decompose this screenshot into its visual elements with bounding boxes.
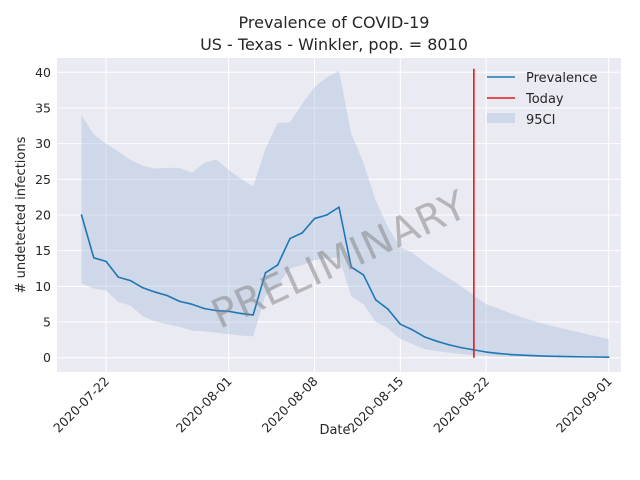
prevalence-point (460, 346, 463, 349)
y-axis-ticks: 0 5 10 15 20 25 30 35 40 (35, 65, 51, 365)
prevalence-point (509, 353, 512, 356)
y-tick-label: 30 (35, 136, 51, 151)
prevalence-point (411, 329, 414, 331)
prevalence-point (399, 323, 402, 325)
prevalence-point (227, 310, 230, 313)
y-tick-label: 40 (35, 65, 51, 80)
y-tick-label: 25 (35, 172, 51, 187)
prevalence-point (105, 260, 107, 263)
prevalence-point (338, 206, 340, 208)
prevalence-point (276, 264, 279, 266)
x-axis-label: Date (319, 423, 350, 438)
legend: Prevalence Today 95CI (487, 71, 597, 128)
prevalence-point (166, 294, 169, 297)
prevalence-point (387, 308, 389, 311)
prevalence-point (350, 266, 353, 268)
prevalence-point (325, 214, 328, 216)
chart-title: Prevalence of COVID-19 (239, 13, 430, 32)
prevalence-point (595, 356, 598, 358)
legend-ci-label: 95CI (526, 113, 555, 128)
prevalence-point (558, 355, 561, 358)
prevalence-point (264, 272, 267, 274)
prevalence-point (448, 344, 451, 346)
prevalence-point (80, 214, 83, 216)
prevalence-point (129, 279, 132, 282)
grid (57, 58, 621, 372)
chart-subtitle: US - Texas - Winkler, pop. = 8010 (200, 35, 468, 54)
prevalence-point (571, 355, 573, 358)
prevalence-point (301, 232, 304, 234)
prevalence-point (313, 217, 316, 220)
y-axis-label: # undetected infections (14, 136, 29, 293)
ci-band (81, 70, 609, 358)
prevalence-point (203, 307, 205, 310)
prevalence-line (80, 206, 609, 358)
prevalence-point (497, 352, 500, 355)
prevalence-point (362, 274, 365, 276)
y-tick-label: 20 (35, 208, 51, 223)
prevalence-point (178, 300, 181, 303)
y-tick-label: 5 (43, 315, 51, 330)
legend-prevalence-label: Prevalence (526, 71, 597, 86)
prevalence-point (424, 336, 426, 338)
legend-today-label: Today (525, 92, 564, 107)
prevalence-point (436, 340, 438, 343)
y-tick-label: 35 (35, 100, 51, 115)
prevalence-point (117, 276, 120, 278)
y-tick-label: 15 (35, 243, 51, 258)
prevalence-point (92, 257, 95, 259)
y-tick-label: 0 (43, 350, 51, 365)
prevalence-point (191, 303, 193, 306)
prevalence-point (154, 291, 156, 293)
prevalence-point (252, 314, 254, 316)
prevalence-point (546, 355, 549, 357)
prevalence-point (534, 354, 536, 357)
prevalence-point (374, 299, 377, 301)
y-tick-label: 10 (35, 279, 51, 294)
prevalence-point (607, 356, 610, 358)
prevalence-point (142, 286, 144, 289)
legend-ci-swatch (487, 113, 515, 123)
prevalence-points (80, 206, 610, 358)
prevalence-point (215, 309, 218, 312)
prevalence-point (240, 312, 242, 315)
prevalence-point (583, 356, 586, 358)
prevalence-point (522, 354, 524, 357)
prevalence-point (485, 351, 487, 353)
prevalence-point (289, 237, 291, 240)
